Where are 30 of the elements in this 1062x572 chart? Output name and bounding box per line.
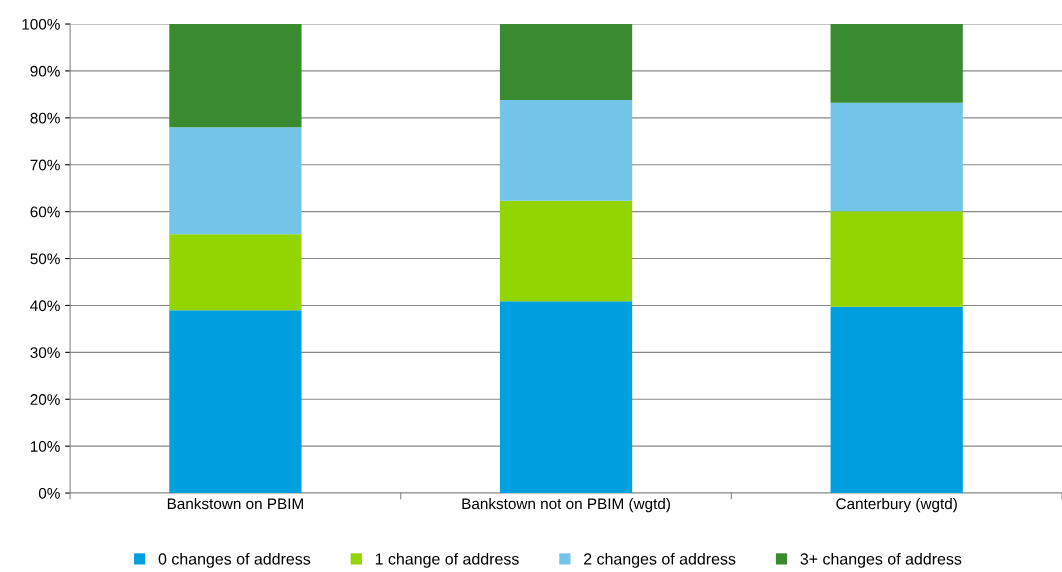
bar: [830, 211, 963, 307]
y-tick-label: 50%: [30, 253, 60, 265]
bar: [830, 24, 963, 103]
y-tick-label: 20%: [30, 394, 60, 405]
bar: [499, 24, 633, 101]
bar: [499, 200, 633, 302]
bar: [169, 310, 302, 494]
legend-label: 3+ changes of address: [800, 552, 962, 568]
y-tick-label: 100%: [22, 18, 60, 30]
y-tick-label: 30%: [30, 347, 60, 359]
x-tick-label: Bankstown on PBIM: [167, 497, 303, 510]
x-tick-label: Canterbury (wgtd): [836, 497, 957, 513]
bar: [169, 127, 302, 235]
bar: [830, 102, 963, 212]
bar: [169, 234, 302, 311]
bar: [499, 301, 633, 494]
y-tick-label: 70%: [30, 159, 60, 171]
x-tick-label: Bankstown not on PBIM (wgtd): [462, 497, 670, 513]
legend-label: 0 changes of address: [158, 552, 311, 568]
y-tick-label: 10%: [30, 441, 60, 452]
y-tick-label: 40%: [30, 300, 60, 312]
legend-label: 2 changes of address: [584, 552, 736, 568]
y-tick-label: 80%: [30, 112, 60, 124]
y-tick-label: 90%: [30, 65, 60, 77]
y-tick-label: 0%: [38, 487, 60, 499]
legend-label: 1 change of address: [375, 552, 519, 568]
bar: [499, 100, 633, 201]
bar: [169, 24, 302, 128]
bar: [830, 306, 963, 494]
y-tick-label: 60%: [30, 206, 60, 218]
